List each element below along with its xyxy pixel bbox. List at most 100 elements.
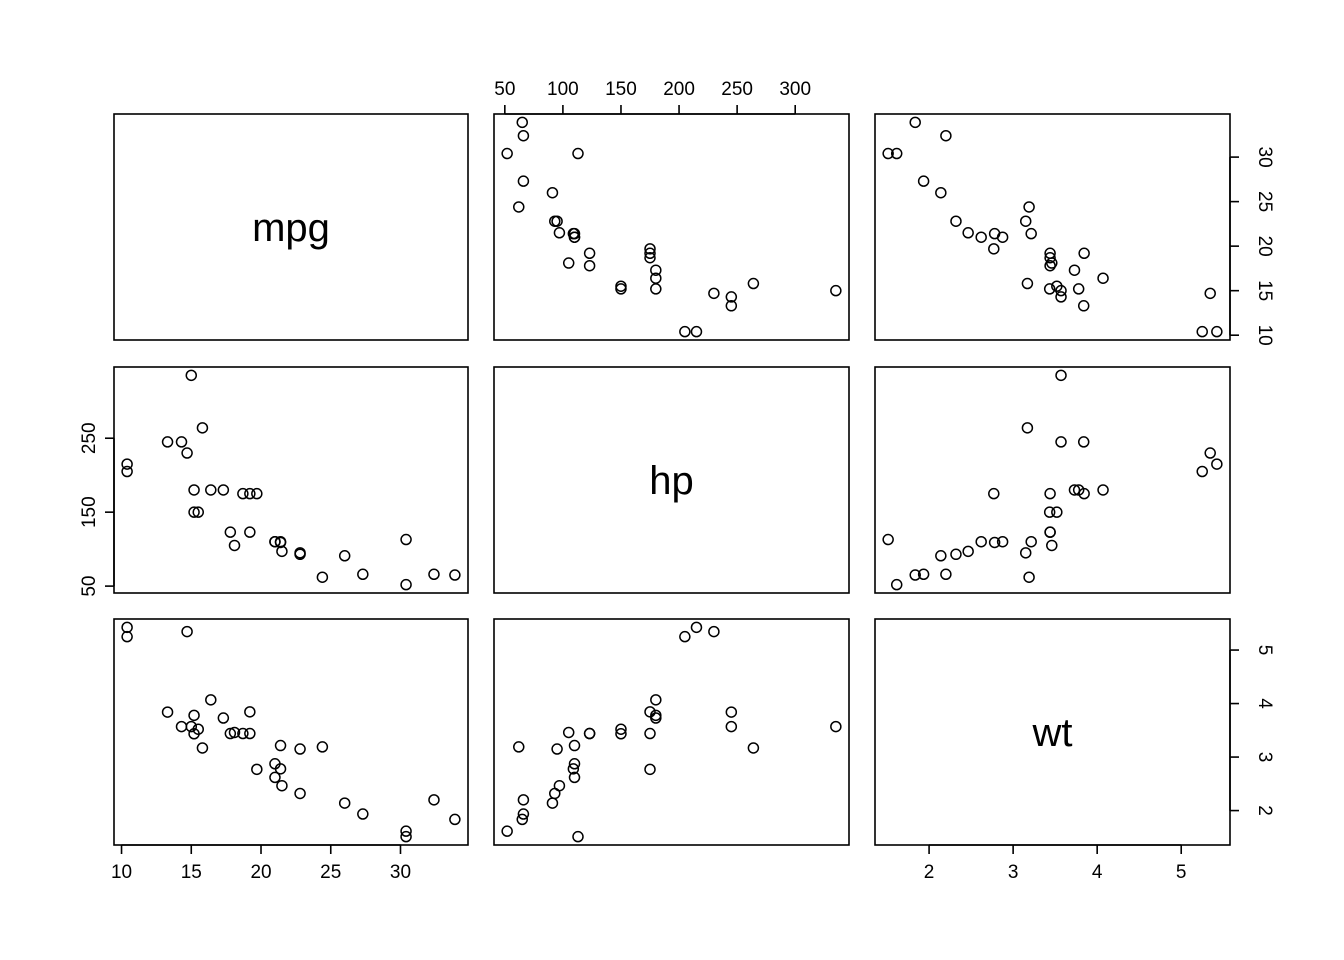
hp-x-axis: 50 100 150 200 250 300 bbox=[494, 79, 811, 115]
data-point bbox=[1078, 247, 1090, 260]
data-point bbox=[244, 487, 256, 500]
tick-label: 4 bbox=[1254, 698, 1275, 709]
data-point bbox=[975, 231, 987, 243]
data-point bbox=[650, 709, 662, 722]
panel-frame bbox=[493, 113, 850, 341]
data-point bbox=[357, 568, 369, 581]
data-point bbox=[449, 813, 461, 826]
data-point bbox=[228, 539, 241, 552]
data-point bbox=[244, 727, 256, 740]
tick-label: 150 bbox=[79, 496, 100, 528]
tick-label: 200 bbox=[663, 79, 695, 100]
data-point bbox=[708, 625, 720, 638]
data-point bbox=[917, 568, 930, 581]
data-point bbox=[962, 545, 974, 558]
data-point bbox=[316, 741, 329, 753]
tick-label: 100 bbox=[547, 79, 579, 100]
data-point bbox=[1044, 251, 1056, 264]
data-point bbox=[583, 259, 596, 272]
data-point bbox=[988, 243, 1000, 255]
data-point bbox=[181, 625, 193, 638]
data-point bbox=[205, 484, 217, 496]
data-point bbox=[615, 283, 627, 295]
data-point bbox=[572, 147, 584, 160]
data-point bbox=[950, 215, 962, 227]
data-point bbox=[217, 712, 230, 724]
panel-mpg-vs-hp bbox=[493, 113, 850, 341]
hp-y-axis: 50 150 250 bbox=[79, 422, 115, 597]
data-point bbox=[517, 129, 530, 142]
tick-label: 25 bbox=[1254, 191, 1275, 212]
data-point bbox=[224, 727, 237, 740]
data-point bbox=[237, 487, 249, 500]
data-point bbox=[181, 447, 193, 459]
data-point bbox=[338, 797, 351, 809]
tick-label: 25 bbox=[320, 862, 341, 883]
data-point bbox=[1077, 436, 1090, 448]
data-point bbox=[449, 569, 461, 581]
data-point bbox=[274, 763, 287, 775]
data-point bbox=[1068, 264, 1081, 276]
data-point bbox=[1023, 571, 1035, 583]
data-point bbox=[121, 630, 133, 643]
data-point bbox=[551, 215, 563, 227]
tick-label: 10 bbox=[111, 862, 132, 883]
tick-label: 250 bbox=[721, 79, 753, 100]
tick-label: 15 bbox=[1254, 280, 1275, 301]
data-point bbox=[516, 813, 528, 826]
panel-hp-vs-hp: hp bbox=[493, 366, 850, 594]
data-point bbox=[725, 291, 738, 303]
tick-label: 20 bbox=[250, 862, 271, 883]
data-point bbox=[1055, 291, 1067, 303]
data-point bbox=[121, 465, 133, 478]
data-point bbox=[188, 484, 200, 496]
data-point bbox=[747, 277, 760, 290]
data-point bbox=[357, 808, 369, 820]
data-point bbox=[269, 771, 281, 784]
data-point bbox=[1023, 201, 1035, 213]
data-point bbox=[501, 147, 513, 160]
data-point bbox=[1204, 287, 1216, 300]
data-point bbox=[1055, 369, 1067, 382]
panel-frame bbox=[113, 618, 469, 846]
panel-hp-vs-mpg bbox=[113, 366, 469, 594]
data-point bbox=[185, 369, 198, 382]
data-point bbox=[1021, 422, 1034, 434]
data-point bbox=[175, 720, 188, 733]
data-point bbox=[679, 325, 691, 338]
tick-label: 2 bbox=[924, 862, 935, 883]
data-point bbox=[988, 227, 1001, 240]
data-point bbox=[294, 787, 306, 800]
tick-label: 250 bbox=[79, 422, 100, 454]
data-point bbox=[196, 742, 209, 754]
data-point bbox=[615, 728, 627, 740]
panel-frame bbox=[493, 618, 850, 846]
tick-label: 4 bbox=[1092, 862, 1103, 883]
data-point bbox=[1211, 458, 1223, 470]
tick-label: 5 bbox=[1176, 862, 1187, 883]
panel-frame bbox=[493, 366, 850, 594]
data-point bbox=[1196, 325, 1208, 338]
data-point bbox=[572, 830, 584, 843]
tick-label: 3 bbox=[1008, 862, 1019, 883]
data-point bbox=[644, 727, 656, 740]
data-point bbox=[400, 825, 412, 837]
variable-label-hp: hp bbox=[649, 459, 694, 503]
data-point bbox=[513, 201, 525, 213]
data-point bbox=[650, 694, 662, 706]
data-point bbox=[551, 743, 563, 755]
tick-label: 2 bbox=[1254, 805, 1275, 816]
tick-label: 50 bbox=[494, 79, 515, 100]
mpg-y-axis: 10 15 20 25 30 bbox=[1229, 147, 1275, 346]
data-point bbox=[747, 742, 760, 754]
data-point bbox=[567, 227, 580, 240]
data-point bbox=[316, 571, 329, 583]
panel-frame bbox=[113, 113, 469, 341]
data-point bbox=[690, 621, 703, 634]
tick-label: 5 bbox=[1254, 645, 1275, 656]
data-point bbox=[644, 706, 656, 718]
data-point bbox=[188, 728, 200, 740]
panel-mpg-vs-mpg: mpg bbox=[113, 113, 469, 341]
panel-wt-vs-mpg bbox=[113, 618, 469, 846]
data-point bbox=[568, 739, 581, 752]
